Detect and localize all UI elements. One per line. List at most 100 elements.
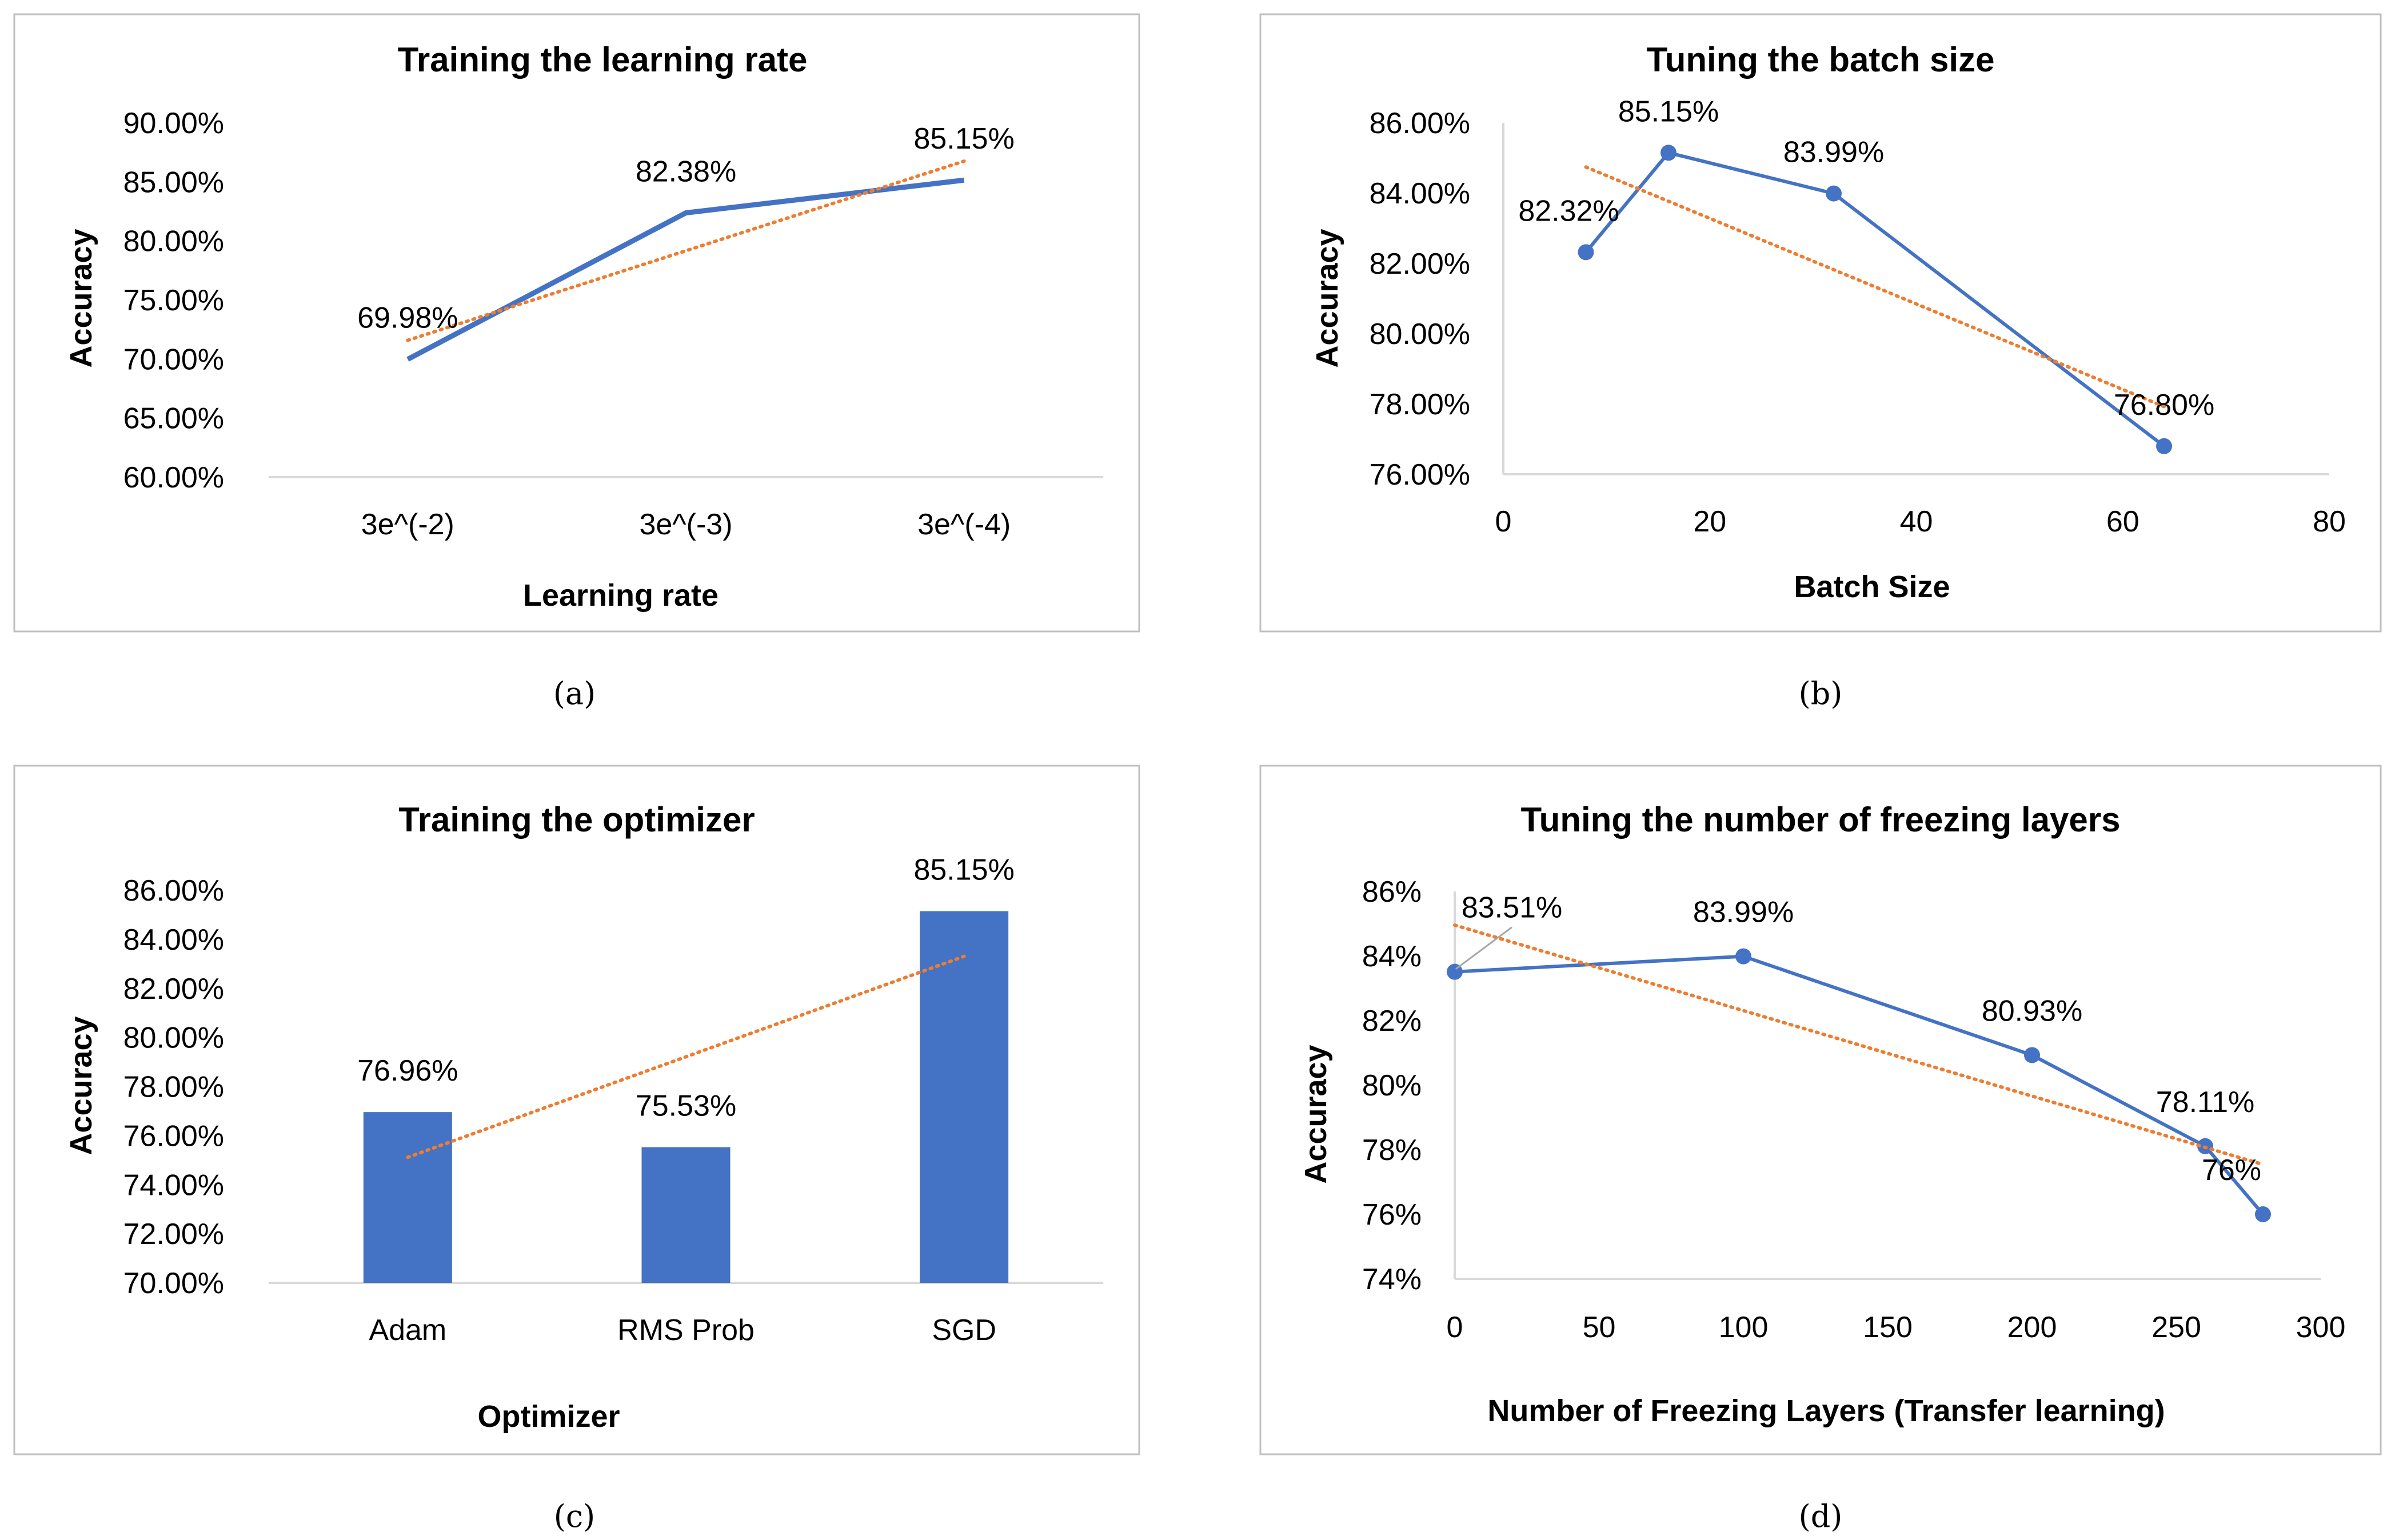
panel-b-frame	[1259, 13, 2382, 633]
x-tick-label: 100	[1719, 1311, 1769, 1344]
data-label: 78.11%	[2156, 1086, 2255, 1119]
bar	[641, 1147, 731, 1283]
trendline	[406, 954, 966, 1159]
panel-b-ylabel: Accuracy	[1310, 229, 1344, 367]
x-tick-label: SGD	[932, 1314, 996, 1347]
y-tick-label: 82%	[1362, 1005, 1422, 1038]
panel-a-frame	[13, 13, 1140, 633]
data-point	[1578, 244, 1594, 261]
panel-c: Training the optimizer Accuracy Optimize…	[13, 765, 1140, 1455]
data-label: 76%	[2202, 1154, 2261, 1187]
y-tick-label: 80%	[1362, 1069, 1422, 1102]
trendline	[1584, 165, 2166, 409]
y-tick-label: 85.00%	[123, 166, 224, 199]
y-tick-label: 78%	[1362, 1134, 1422, 1167]
panel-b-title: Tuning the batch size	[1647, 41, 1995, 79]
panel-d-frame	[1259, 765, 2382, 1455]
leader-line	[1455, 926, 1512, 970]
y-tick-label: 84.00%	[1370, 177, 1470, 210]
panel-a-title: Training the learning rate	[398, 41, 808, 79]
data-point	[2255, 1206, 2271, 1222]
y-tick-label: 82.00%	[1370, 247, 1470, 281]
caption-a: (a)	[553, 675, 596, 711]
y-tick-label: 74%	[1362, 1263, 1422, 1296]
x-tick-label: 200	[2007, 1311, 2057, 1344]
x-tick-label: 150	[1863, 1311, 1913, 1344]
y-tick-label: 86.00%	[1370, 107, 1470, 140]
x-tick-label: 250	[2151, 1311, 2201, 1344]
panel-d: Tuning the number of freezing layers Acc…	[1259, 765, 2382, 1455]
caption-d: (d)	[1799, 1498, 1843, 1534]
trendline	[1453, 923, 2265, 1166]
y-tick-label: 80.00%	[1370, 318, 1470, 351]
data-label: 75.53%	[636, 1090, 736, 1123]
panel-c-xlabel: Optimizer	[477, 1399, 620, 1434]
y-tick-label: 80.00%	[123, 1022, 224, 1055]
data-point	[1735, 948, 1751, 965]
data-label: 83.99%	[1693, 896, 1794, 929]
series-line	[1584, 151, 2165, 448]
x-tick-label: 0	[1495, 505, 1512, 538]
x-tick-label: 80	[2313, 505, 2346, 538]
data-point	[2024, 1047, 2040, 1063]
data-label: 69.98%	[357, 302, 458, 335]
data-point	[2156, 438, 2172, 454]
y-tick-label: 65.00%	[123, 402, 224, 435]
x-tick-label: 3e^(-4)	[917, 508, 1011, 541]
y-tick-label: 82.00%	[123, 973, 224, 1006]
x-tick-label: 50	[1583, 1311, 1616, 1344]
panel-c-ylabel: Accuracy	[64, 1016, 98, 1155]
data-label: 85.15%	[913, 853, 1014, 886]
y-tick-label: 76%	[1362, 1198, 1422, 1231]
panel-d-ylabel: Accuracy	[1299, 1045, 1333, 1183]
x-tick-label: 40	[1900, 505, 1933, 538]
y-tick-label: 78.00%	[123, 1071, 224, 1104]
data-label: 82.38%	[636, 155, 736, 188]
panel-a: Training the learning rate Accuracy Lear…	[13, 13, 1140, 633]
y-tick-label: 80.00%	[123, 225, 224, 258]
caption-c: (c)	[554, 1498, 595, 1534]
panel-d-plot: 74% 76% 78% 80% 82% 84% 86% 0 50 100 150 200 250 300 8…	[1362, 875, 2345, 1344]
panel-d-title: Tuning the number of freezing layers	[1520, 801, 2120, 839]
panel-a-xlabel: Learning rate	[523, 578, 718, 613]
y-tick-label: 84%	[1362, 940, 1422, 973]
panel-c-title: Training the optimizer	[398, 801, 755, 839]
x-tick-label: 300	[2296, 1311, 2346, 1344]
panel-b: Tuning the batch size Accuracy Batch Siz…	[1259, 13, 2382, 633]
x-tick-label: Adam	[369, 1314, 446, 1347]
trendline	[406, 159, 966, 342]
data-label: 83.51%	[1462, 891, 1562, 925]
data-label: 85.15%	[1618, 95, 1719, 128]
y-tick-label: 90.00%	[123, 107, 224, 140]
x-tick-label: 60	[2106, 505, 2139, 538]
data-label: 82.32%	[1518, 194, 1619, 227]
panel-b-xlabel: Batch Size	[1794, 570, 1950, 604]
panel-b-plot: 76.00% 78.00% 80.00% 82.00% 84.00% 86.00% 0 20 4…	[1370, 95, 2346, 538]
y-tick-label: 84.00%	[123, 923, 224, 957]
y-tick-label: 60.00%	[123, 461, 224, 494]
y-tick-label: 74.00%	[123, 1169, 224, 1202]
bar	[920, 911, 1009, 1283]
y-tick-label: 72.00%	[123, 1218, 224, 1251]
y-tick-label: 86.00%	[123, 874, 224, 907]
y-tick-label: 70.00%	[123, 343, 224, 376]
data-label: 76.80%	[2114, 389, 2214, 422]
y-tick-label: 76.00%	[1370, 458, 1470, 491]
y-tick-label: 78.00%	[1370, 388, 1470, 421]
panel-c-plot: 70.00% 72.00% 74.00% 76.00% 78.00% 80.00% 82.0…	[123, 853, 1103, 1347]
data-label: 83.99%	[1783, 136, 1884, 169]
y-tick-label: 76.00%	[123, 1119, 224, 1153]
y-tick-label: 75.00%	[123, 284, 224, 317]
panel-a-ylabel: Accuracy	[64, 229, 98, 367]
data-label: 85.15%	[913, 122, 1014, 155]
x-tick-label: 20	[1693, 505, 1726, 538]
y-tick-label: 70.00%	[123, 1267, 224, 1300]
x-tick-label: 0	[1447, 1311, 1463, 1344]
data-label: 80.93%	[1982, 994, 2082, 1027]
data-point	[1660, 145, 1677, 161]
data-point	[1826, 185, 1842, 202]
panel-d-xlabel: Number of Freezing Layers (Transfer lear…	[1487, 1394, 2165, 1428]
caption-b: (b)	[1799, 675, 1843, 711]
x-tick-label: 3e^(-3)	[639, 508, 732, 541]
